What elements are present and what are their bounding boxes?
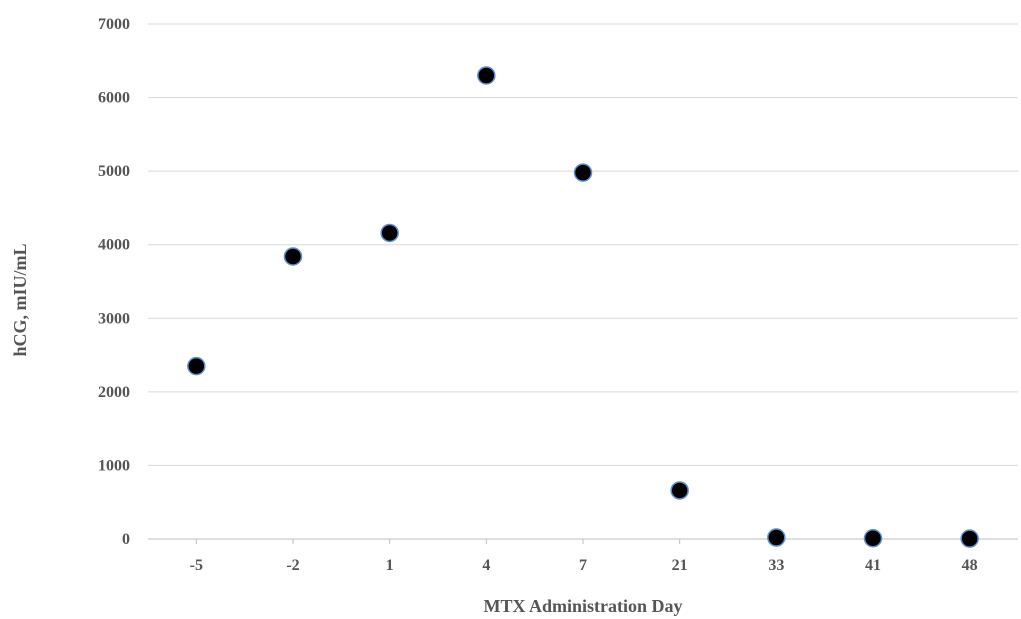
y-tick-label: 7000	[98, 16, 130, 33]
y-tick-label: 3000	[98, 310, 130, 327]
data-point	[380, 223, 399, 243]
y-axis-ticks: 0 1000 2000 3000 4000 5000 6000 7000	[98, 16, 130, 548]
y-tick-label: 0	[122, 531, 130, 548]
y-tick-label: 5000	[98, 163, 130, 180]
x-tick-label: 1	[386, 557, 394, 574]
x-tick-label: 33	[768, 557, 784, 574]
x-tick-label: 4	[482, 557, 490, 574]
data-point	[960, 529, 979, 548]
data-point	[767, 528, 786, 547]
y-tick-label: 4000	[98, 237, 130, 254]
x-tick-label: 48	[962, 557, 978, 574]
y-tick-label: 6000	[98, 90, 130, 107]
x-axis-title: MTX Administration Day	[483, 596, 682, 616]
y-tick-label: 1000	[98, 457, 130, 474]
data-point	[283, 247, 303, 266]
x-tick-label: 7	[579, 557, 587, 574]
data-point	[187, 356, 206, 376]
data-point	[573, 163, 593, 182]
y-tick-label: 2000	[98, 384, 130, 401]
y-axis-title: hCG, mIU/mL	[10, 243, 30, 356]
x-tick-label: -2	[286, 557, 299, 574]
data-points	[187, 66, 979, 548]
grid	[148, 23, 1018, 540]
data-point	[670, 481, 689, 500]
x-tick-label: 41	[865, 557, 881, 574]
x-tick-label: -5	[190, 557, 203, 574]
x-axis-ticks: -5 -2 1 4 7 21 33 41 48	[190, 539, 978, 574]
data-point	[863, 529, 883, 548]
x-tick-label: 21	[672, 557, 688, 574]
data-point	[477, 66, 496, 85]
